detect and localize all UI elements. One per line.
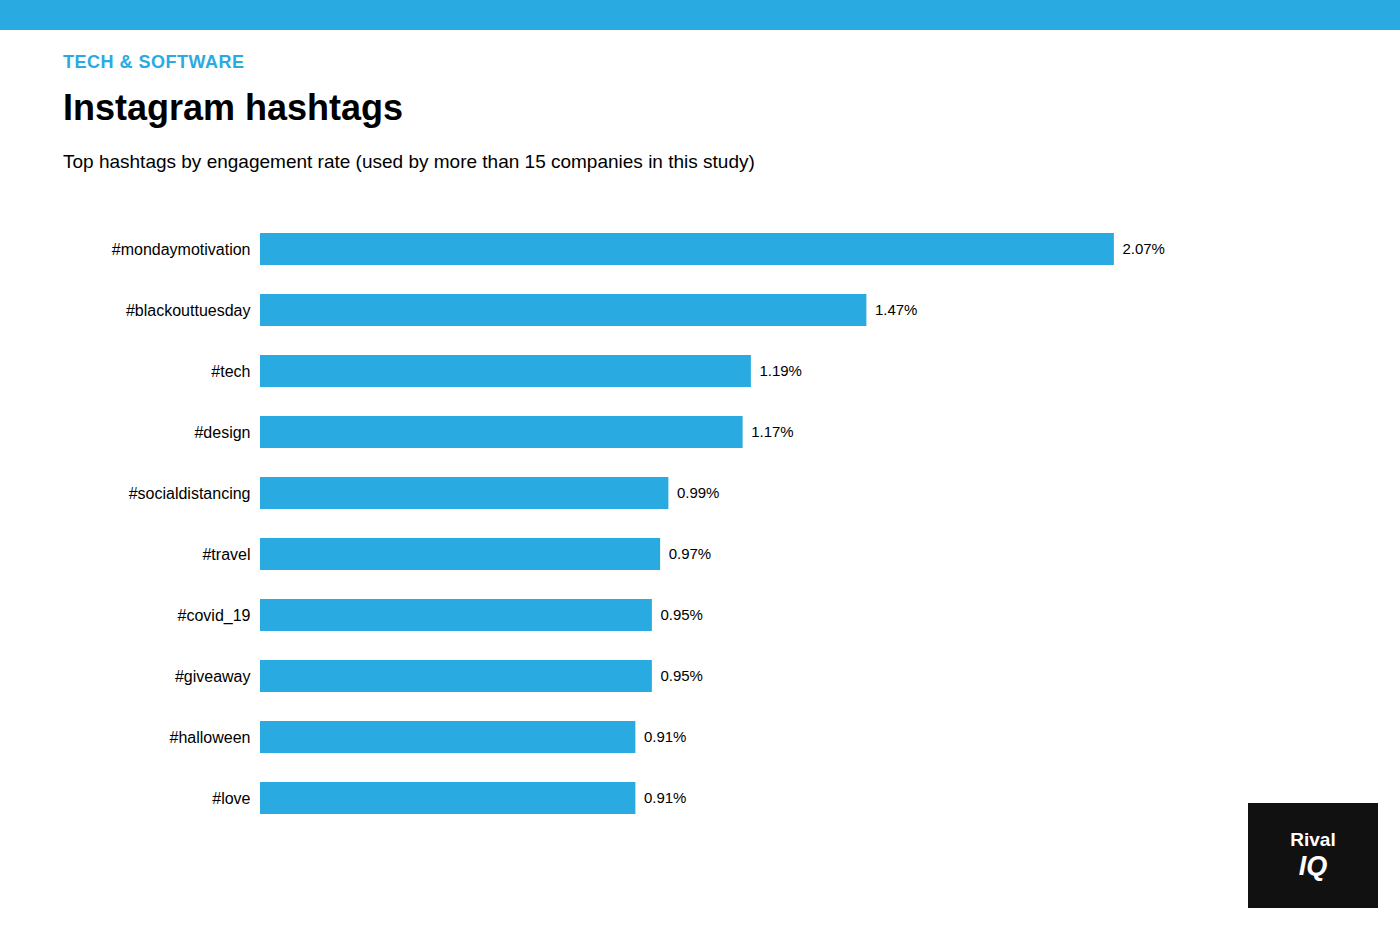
svg-text:0.91%: 0.91% [644,789,687,806]
html-text:Top hashtags by engagement rat: Top hashtags by engagement rate (used by… [63,151,755,172]
svg-text:#mondaymotivation: #mondaymotivation [112,241,251,258]
svg-text:#socialdistancing: #socialdistancing [129,485,251,502]
svg-text:#covid_19: #covid_19 [178,607,251,625]
svg-text:0.95%: 0.95% [660,606,703,623]
svg-text:0.97%: 0.97% [669,545,712,562]
svg-text:#halloween: #halloween [170,729,251,746]
svg-text:#blackouttuesday: #blackouttuesday [126,302,251,319]
svg-text:#travel: #travel [202,546,250,563]
svg-text:0.99%: 0.99% [677,484,720,501]
html-text:IQ: IQ [1298,851,1328,881]
svg-text:1.19%: 1.19% [759,362,802,379]
svg-text:2.07%: 2.07% [1122,240,1165,257]
svg-text:1.47%: 1.47% [875,301,918,318]
html-text:Instagram hashtags: Instagram hashtags [63,87,404,128]
html-text:Rival: Rival [1290,829,1336,850]
svg-text:#giveaway: #giveaway [175,668,251,685]
svg-text:#tech: #tech [211,363,250,380]
svg-text:0.91%: 0.91% [644,728,687,745]
svg-text:#love: #love [212,790,250,807]
svg-text:1.17%: 1.17% [751,423,794,440]
svg-text:0.95%: 0.95% [660,667,703,684]
html-text:TECH & SOFTWARE: TECH & SOFTWARE [63,52,245,72]
svg-text:#design: #design [194,424,250,441]
